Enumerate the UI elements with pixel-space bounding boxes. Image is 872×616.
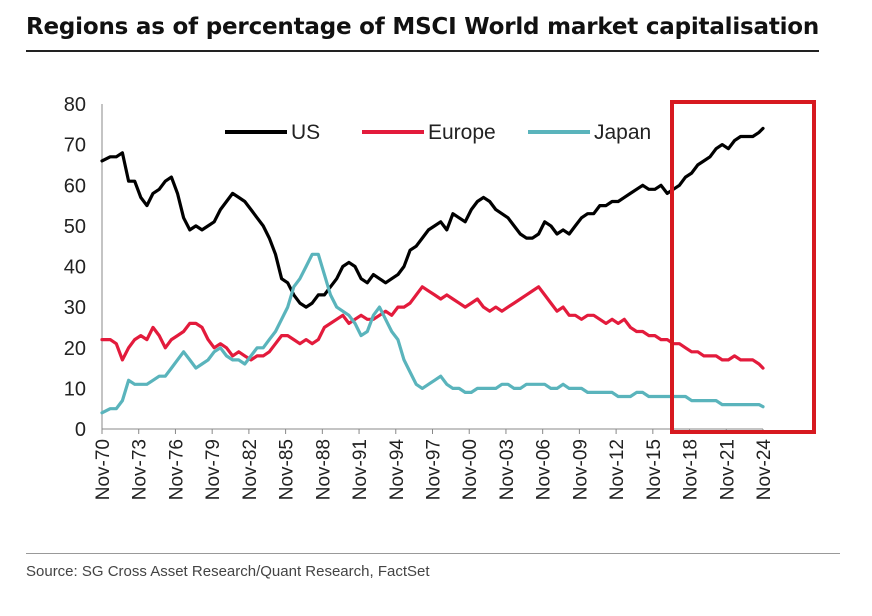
source-note: Source: SG Cross Asset Research/Quant Re…: [26, 563, 430, 580]
y-tick-label: 80: [64, 94, 86, 116]
legend: US Europe Japan: [225, 121, 651, 144]
y-tick-label: 60: [64, 175, 86, 197]
x-tick-label: Nov-85: [277, 439, 298, 500]
y-tick-label: 10: [64, 378, 86, 400]
x-tick-label: Nov-03: [497, 439, 518, 500]
x-tick-label: Nov-00: [460, 439, 481, 500]
series-lines: [100, 126, 765, 415]
y-tick-label: 20: [64, 338, 86, 360]
legend-label-europe: Europe: [428, 121, 496, 144]
y-axis-ticks: 0 10 20 30 40 50 60 70 80: [64, 94, 86, 441]
title-underline: [26, 50, 819, 52]
x-tick-label: Nov-21: [717, 439, 738, 500]
y-tick-label: 40: [64, 257, 86, 279]
x-tick-label: Nov-82: [240, 439, 261, 500]
legend-label-japan: Japan: [594, 121, 651, 144]
y-tick-label: 30: [64, 297, 86, 319]
x-tick-label: Nov-88: [313, 439, 334, 500]
source-divider: [26, 553, 840, 554]
x-tick-label: Nov-91: [350, 439, 371, 500]
x-tick-label: Nov-94: [387, 439, 408, 501]
x-tick-label: Nov-79: [203, 439, 224, 500]
x-tick-label: Nov-15: [644, 439, 665, 500]
series-line-us: [100, 126, 765, 309]
y-tick-label: 50: [64, 216, 86, 238]
y-tick-label: 0: [75, 419, 86, 441]
x-tick-label: Nov-09: [570, 439, 591, 500]
chart-title: Regions as of percentage of MSCI World m…: [26, 14, 820, 40]
x-tick-label: Nov-73: [130, 439, 151, 500]
highlight-box: [670, 100, 816, 434]
highlight-rectangle: [670, 100, 816, 434]
x-tick-label: Nov-76: [166, 439, 187, 500]
x-tick-label: Nov-97: [424, 439, 445, 500]
x-tick-label: Nov-06: [534, 439, 555, 500]
series-line-europe: [100, 285, 765, 370]
y-tick-label: 70: [64, 135, 86, 157]
x-tick-label: Nov-12: [607, 439, 628, 500]
legend-label-us: US: [291, 121, 320, 144]
x-tick-label: Nov-18: [681, 439, 702, 500]
x-tick-label: Nov-24: [754, 439, 775, 501]
x-tick-label: Nov-70: [93, 439, 114, 500]
x-axis-ticks: Nov-70 Nov-73 Nov-76 Nov-79 Nov-82 Nov-85 Nov-…: [93, 429, 775, 500]
series-line-japan: [100, 252, 765, 415]
